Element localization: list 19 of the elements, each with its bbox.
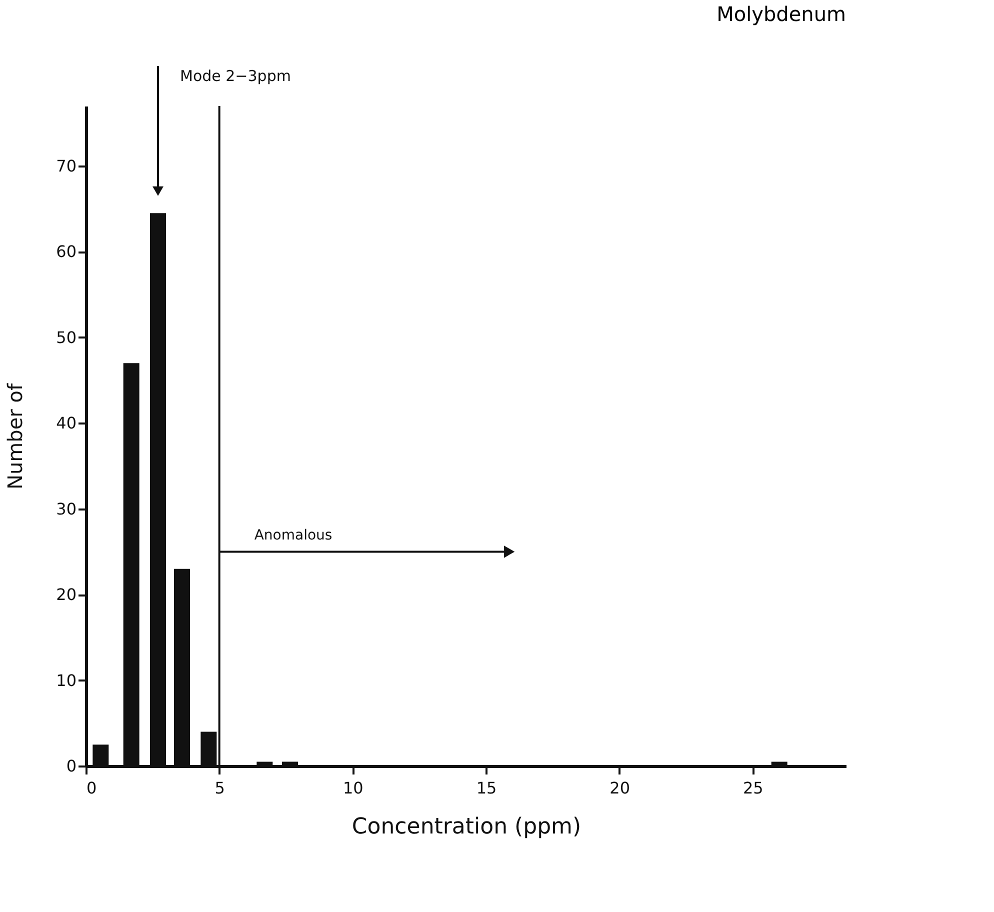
y-tick-label: 50	[56, 328, 76, 347]
y-tick-label: 0	[66, 756, 76, 776]
y-tick-label: 40	[56, 414, 76, 433]
x-tick-label: 10	[342, 778, 364, 798]
chart-title: Molybdenum	[716, 2, 846, 26]
text: Mode 2−3ppm	[180, 67, 291, 85]
y-tick-label: 30	[56, 499, 76, 518]
annotation: Anomalous	[254, 528, 332, 544]
x-axis-title: Concentration (ppm)	[352, 814, 582, 840]
x-tick-label: 25	[742, 778, 764, 798]
x-tick-label: 5	[214, 778, 225, 798]
y-tick-label: 60	[56, 242, 76, 262]
y-tick-label: 10	[56, 670, 76, 690]
y-axis-title: Number of	[3, 382, 28, 490]
x-tick-label: 0	[86, 778, 97, 798]
y-tick-label: 20	[56, 585, 76, 604]
x-tick-label: 15	[476, 778, 497, 798]
y-tick-label: 70	[56, 156, 76, 176]
x-tick-label: 20	[610, 778, 630, 798]
